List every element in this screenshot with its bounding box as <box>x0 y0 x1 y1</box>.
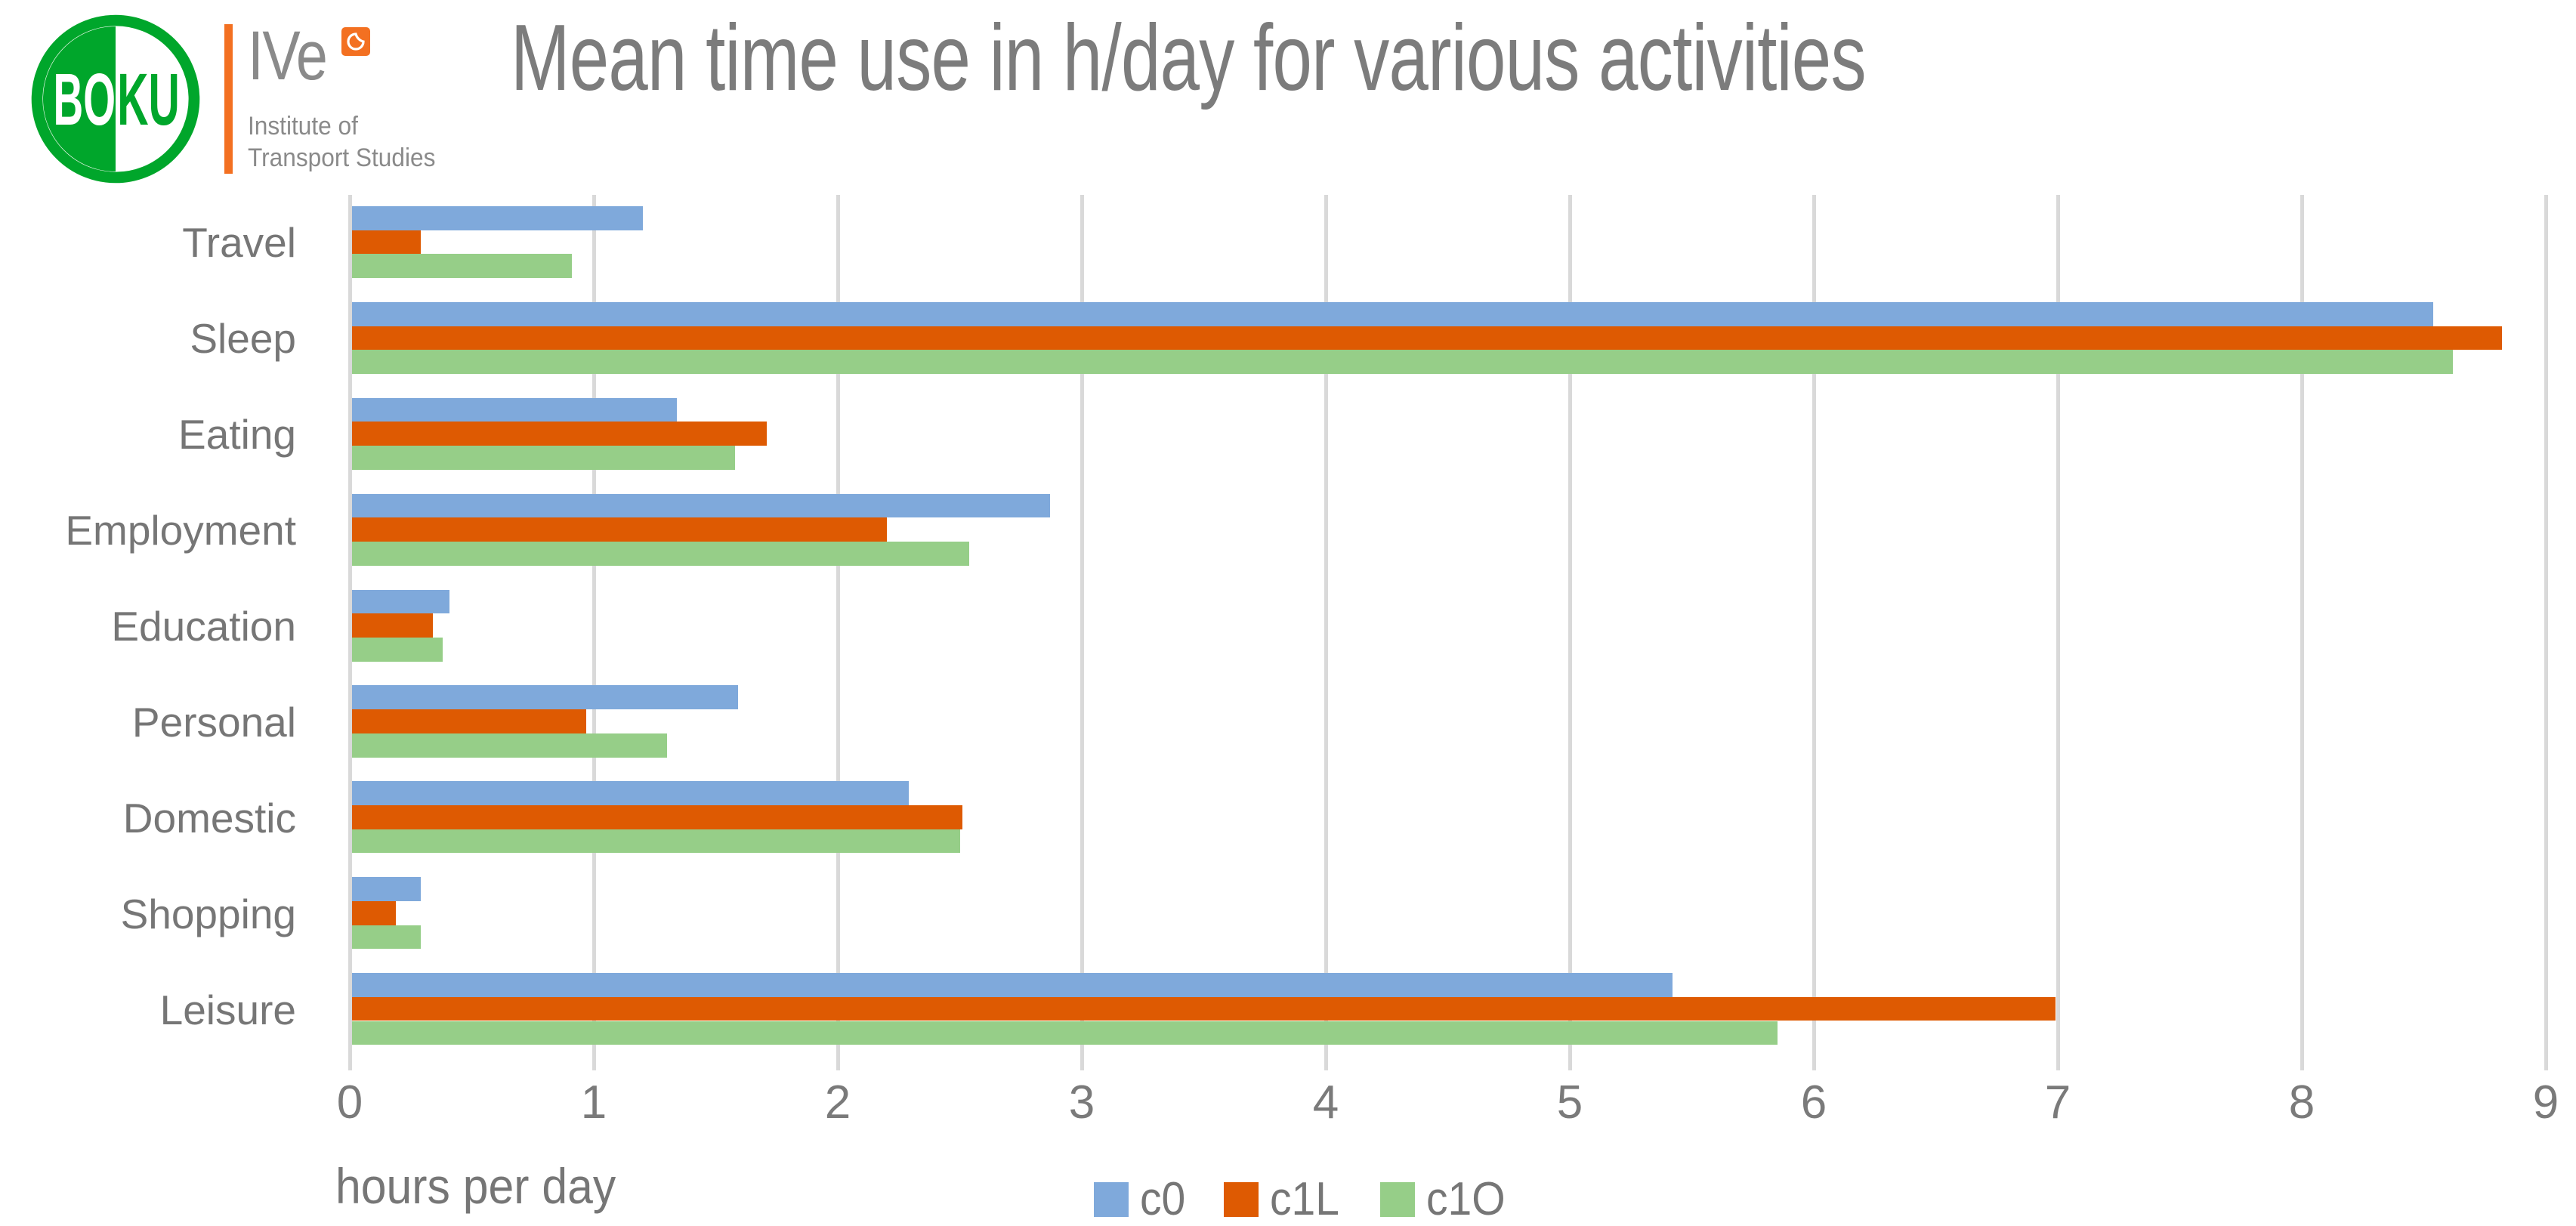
bar-c1O-eating <box>352 446 736 470</box>
x-axis-title: hours per day <box>335 1158 616 1214</box>
ive-logo-text: IVe <box>248 17 328 94</box>
bar-c1O-shopping <box>352 925 421 950</box>
bar-c1O-travel <box>352 254 572 279</box>
bar-c0-shopping <box>352 877 421 901</box>
bar-c1O-employment <box>352 542 970 566</box>
x-axis-tick <box>1812 1058 1816 1070</box>
bar-c0-personal <box>352 685 738 710</box>
bar-c1O-education <box>352 637 443 662</box>
category-label: Employment <box>65 507 296 554</box>
x-axis-tick <box>347 1058 352 1070</box>
x-axis-tick <box>1324 1058 1328 1070</box>
legend-item-c1O: c1O <box>1380 1172 1512 1226</box>
bar-c1L-personal <box>352 709 587 733</box>
category-label: Domestic <box>122 794 296 842</box>
bar-c1L-domestic <box>352 805 962 829</box>
legend-item-c1L: c1L <box>1224 1172 1345 1226</box>
x-axis-tick <box>1080 1058 1084 1070</box>
x-tick-label: 4 <box>1312 1076 1339 1129</box>
category-label: Sleep <box>190 315 296 363</box>
bar-c1L-travel <box>352 230 421 255</box>
category-label: Eating <box>178 411 296 459</box>
x-tick-label: 0 <box>336 1076 363 1129</box>
gridline-x <box>1324 195 1328 1058</box>
x-tick-label: 9 <box>2532 1076 2559 1129</box>
legend-label-c1O: c1O <box>1426 1173 1506 1225</box>
gridline-x <box>1812 195 1816 1058</box>
bar-c1L-leisure <box>352 996 2056 1021</box>
category-label: Shopping <box>120 890 296 937</box>
bar-c0-travel <box>352 206 643 230</box>
x-tick-label: 3 <box>1068 1076 1095 1129</box>
x-tick-label: 1 <box>580 1076 607 1129</box>
legend-label-c0: c0 <box>1140 1173 1186 1225</box>
x-tick-label: 5 <box>1556 1076 1583 1129</box>
bar-c1L-sleep <box>352 326 2502 351</box>
legend: c0 c1L c1O <box>1094 1172 1512 1226</box>
gridline-x <box>1568 195 1572 1058</box>
boku-logo: BO KU <box>31 14 200 184</box>
legend-swatch-c1O <box>1380 1181 1416 1217</box>
bar-c0-sleep <box>352 301 2434 326</box>
boku-logo-text-left: BO <box>54 58 116 141</box>
bar-c1L-employment <box>352 517 887 542</box>
bar-c1O-leisure <box>352 1021 1778 1045</box>
gridline-x <box>2300 195 2304 1058</box>
x-axis-tick <box>2300 1058 2304 1070</box>
gridline-x <box>1080 195 1084 1058</box>
gridline-x <box>836 195 840 1058</box>
x-tick-label: 2 <box>824 1076 851 1129</box>
bar-c0-education <box>352 589 450 614</box>
x-tick-label: 7 <box>2044 1076 2071 1129</box>
legend-label-c1L: c1L <box>1270 1173 1340 1225</box>
brand-divider <box>224 24 233 174</box>
category-label: Travel <box>182 219 296 267</box>
chart-title: Mean time use in h/day for various activ… <box>511 6 1867 110</box>
bar-c1L-eating <box>352 422 768 446</box>
bar-c0-leisure <box>352 973 1673 997</box>
category-label: Leisure <box>159 986 296 1033</box>
gridline-x <box>2056 195 2060 1058</box>
x-axis-tick <box>836 1058 840 1070</box>
bar-c1L-shopping <box>352 900 397 925</box>
legend-swatch-c1L <box>1224 1181 1259 1217</box>
y-axis-line <box>347 195 352 1058</box>
bar-c0-employment <box>352 493 1050 518</box>
bar-c1O-domestic <box>352 829 960 854</box>
x-axis-tick <box>2056 1058 2060 1070</box>
x-tick-label: 6 <box>1800 1076 1827 1129</box>
legend-swatch-c0 <box>1094 1181 1129 1217</box>
ive-subtitle-line1: Institute of <box>248 112 358 141</box>
ive-leaf-icon <box>341 27 370 56</box>
legend-item-c0: c0 <box>1094 1172 1189 1226</box>
category-label: Education <box>111 603 296 650</box>
bar-c1O-personal <box>352 733 667 758</box>
ive-subtitle-line2: Transport Studies <box>248 144 436 172</box>
category-label: Personal <box>131 698 296 746</box>
x-axis-tick <box>591 1058 596 1070</box>
bar-c1L-education <box>352 613 433 638</box>
x-axis-tick <box>2544 1058 2548 1070</box>
gridline-x <box>2544 195 2548 1058</box>
x-tick-label: 8 <box>2288 1076 2315 1129</box>
x-axis-tick <box>1568 1058 1572 1070</box>
bar-c0-domestic <box>352 781 909 806</box>
gridline-x <box>591 195 596 1058</box>
bar-c0-eating <box>352 397 677 422</box>
boku-logo-text-right: KU <box>117 58 179 141</box>
bar-c1O-sleep <box>352 350 2454 374</box>
